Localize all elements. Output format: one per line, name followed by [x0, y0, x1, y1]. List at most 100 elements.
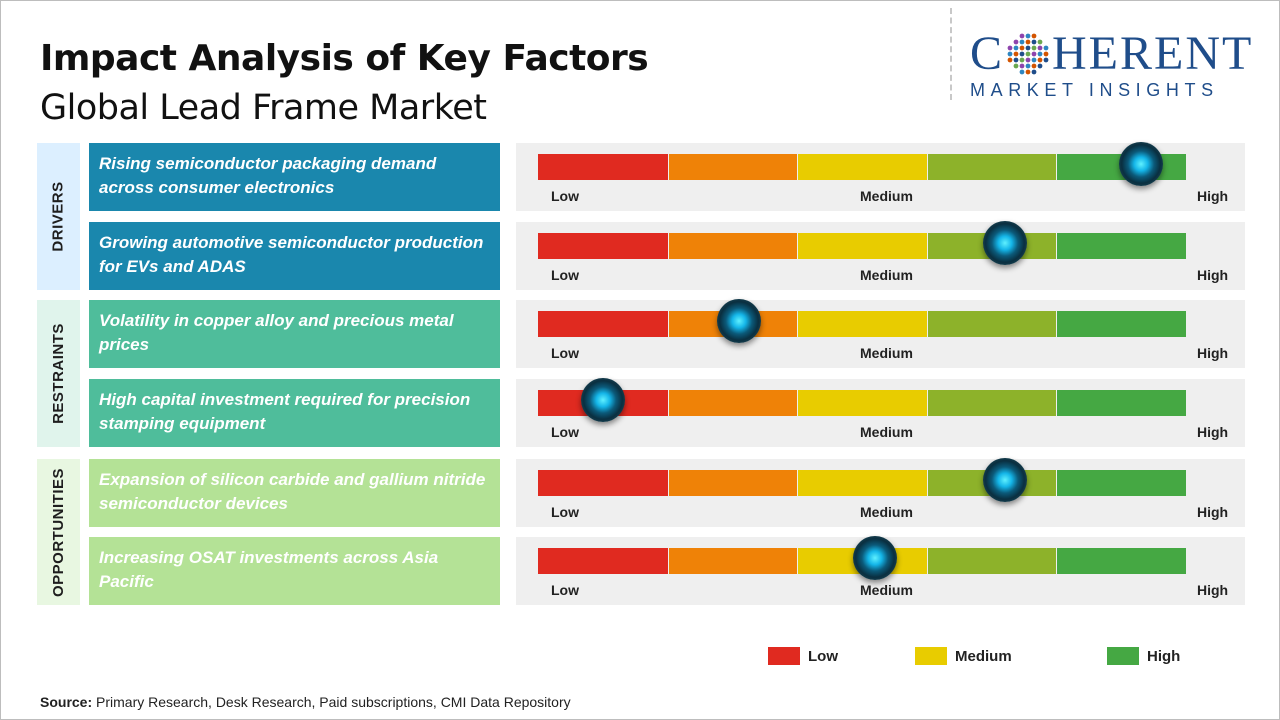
- scale-label-high: High: [1197, 345, 1229, 361]
- factor-box: Expansion of silicon carbide and gallium…: [89, 459, 500, 527]
- scale-segment: [1057, 390, 1186, 416]
- category-drivers-label: DRIVERS: [50, 181, 67, 252]
- scale-label-medium: Medium: [860, 188, 913, 204]
- legend-label-low: Low: [808, 647, 838, 665]
- legend-item-medium: Medium: [915, 647, 1012, 665]
- scale-segment: [798, 470, 927, 496]
- legend-label-medium: Medium: [955, 647, 1012, 665]
- scale-segment: [927, 390, 1057, 416]
- logo-dot: [1007, 57, 1013, 63]
- logo-dot: [1013, 51, 1019, 57]
- scale-segment: [1057, 311, 1186, 337]
- scale-label-medium: Medium: [860, 345, 913, 361]
- scale-segment: [668, 548, 798, 574]
- scale-label-medium: Medium: [860, 504, 913, 520]
- logo-dot: [1031, 39, 1037, 45]
- logo-wordmark: C HERENT: [970, 30, 1260, 78]
- scale-segment: [538, 233, 668, 259]
- impact-scale-bar: [538, 378, 1186, 422]
- logo-dot: [1025, 69, 1031, 75]
- logo-dot: [1043, 51, 1049, 57]
- scale-label-low: Low: [551, 267, 579, 283]
- impact-panel: Low Medium High: [516, 536, 1245, 605]
- scale-segment: [1057, 548, 1186, 574]
- company-logo: C HERENT MARKET INSIGHTS: [970, 30, 1260, 101]
- logo-dot: [1025, 33, 1031, 39]
- logo-dot: [1013, 39, 1019, 45]
- header-divider: [950, 8, 952, 100]
- scale-label-low: Low: [551, 424, 579, 440]
- category-opportunities-label: OPPORTUNITIES: [50, 467, 68, 597]
- logo-dot: [1019, 33, 1025, 39]
- logo-dot: [1031, 63, 1037, 69]
- scale-label-high: High: [1197, 424, 1229, 440]
- factor-box: Growing automotive semiconductor product…: [89, 222, 500, 290]
- category-opportunities: OPPORTUNITIES: [37, 459, 80, 605]
- logo-dot: [1013, 63, 1019, 69]
- scale-label-low: Low: [551, 188, 579, 204]
- logo-dot: [1031, 51, 1037, 57]
- factor-box: Volatility in copper alloy and precious …: [89, 300, 500, 368]
- page-title: Impact Analysis of Key Factors: [40, 38, 649, 79]
- scale-label-high: High: [1197, 267, 1229, 283]
- impact-marker: [580, 378, 625, 422]
- logo-dot: [1037, 63, 1043, 69]
- legend-label-high: High: [1147, 647, 1181, 665]
- logo-dot: [1025, 63, 1031, 69]
- scale-label-low: Low: [551, 504, 579, 520]
- logo-letters-herent: HERENT: [1052, 27, 1254, 80]
- logo-dot: [1043, 45, 1049, 51]
- scale-label-high: High: [1197, 188, 1229, 204]
- scale-segment: [668, 470, 798, 496]
- scale-segment: [538, 154, 668, 180]
- legend-swatch-high: [1107, 647, 1139, 665]
- impact-marker: [982, 458, 1027, 502]
- impact-panel: Low Medium High: [516, 299, 1245, 368]
- logo-dot: [1025, 51, 1031, 57]
- category-restraints: RESTRAINTS: [37, 300, 80, 447]
- logo-dot: [1007, 51, 1013, 57]
- impact-scale-bar: [538, 536, 1186, 580]
- source-note: Source: Primary Research, Desk Research,…: [40, 694, 571, 710]
- scale-segment: [538, 311, 668, 337]
- logo-dot: [1031, 45, 1037, 51]
- logo-dot: [1013, 45, 1019, 51]
- impact-marker: [852, 536, 897, 580]
- logo-globe-icon: [1007, 33, 1049, 75]
- legend-swatch-low: [768, 647, 800, 665]
- source-label: Source:: [40, 694, 93, 710]
- logo-dot: [1019, 45, 1025, 51]
- legend-item-low: Low: [768, 647, 838, 665]
- scale-segment: [798, 154, 927, 180]
- impact-panel: Low Medium High: [516, 142, 1245, 211]
- logo-dot: [1019, 69, 1025, 75]
- logo-tagline: MARKET INSIGHTS: [970, 80, 1219, 100]
- logo-dot: [1043, 57, 1049, 63]
- impact-scale-bar: [538, 299, 1186, 343]
- impact-scale-bar: [538, 458, 1186, 502]
- factor-box: High capital investment required for pre…: [89, 379, 500, 447]
- scale-segment: [927, 311, 1057, 337]
- impact-marker: [1118, 142, 1163, 186]
- scale-label-low: Low: [551, 345, 579, 361]
- impact-marker: [716, 299, 761, 343]
- scale-segment: [798, 311, 927, 337]
- logo-dot: [1019, 57, 1025, 63]
- logo-dot: [1037, 57, 1043, 63]
- scale-segment: [1057, 233, 1186, 259]
- legend-swatch-medium: [915, 647, 947, 665]
- logo-dot: [1031, 33, 1037, 39]
- logo-letter-c: C: [970, 27, 1005, 80]
- logo-dot: [1019, 63, 1025, 69]
- scale-label-low: Low: [551, 582, 579, 598]
- scale-label-high: High: [1197, 504, 1229, 520]
- scale-segment: [927, 548, 1057, 574]
- impact-marker: [982, 221, 1027, 265]
- logo-dot: [1007, 45, 1013, 51]
- logo-dot: [1031, 69, 1037, 75]
- impact-scale-bar: [538, 142, 1186, 186]
- scale-segment: [927, 154, 1057, 180]
- category-restraints-label: RESTRAINTS: [50, 323, 67, 424]
- logo-dot: [1031, 57, 1037, 63]
- legend-item-high: High: [1107, 647, 1180, 665]
